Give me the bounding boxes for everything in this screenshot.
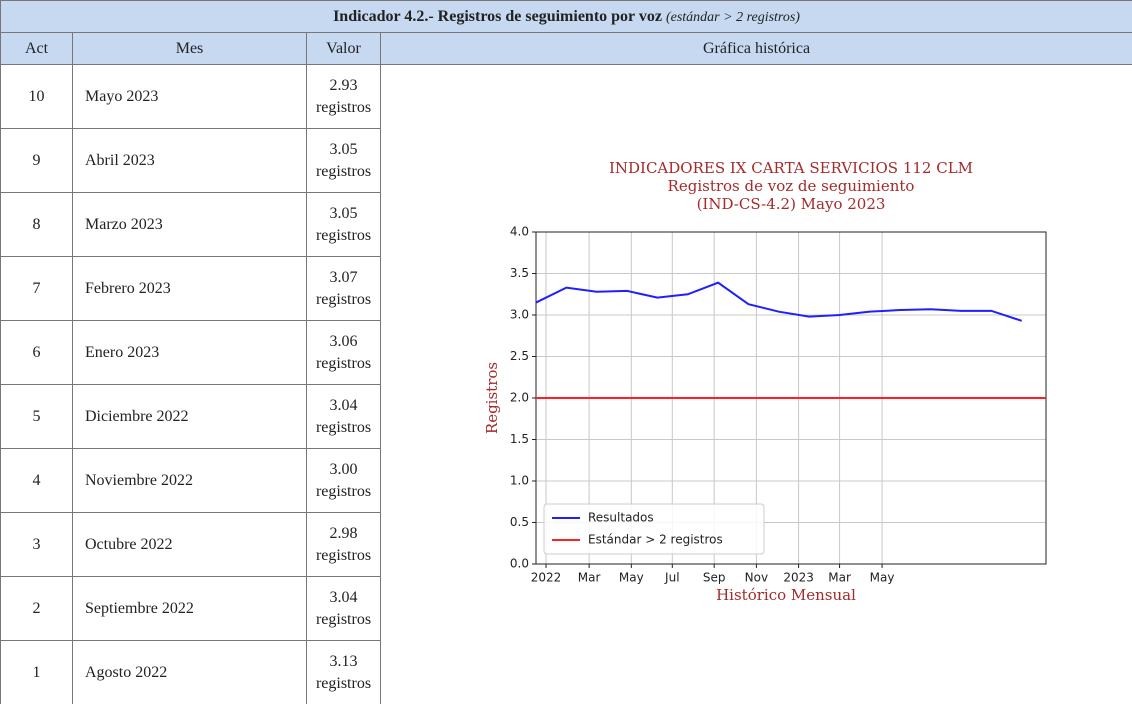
month-cell: Octubre 2022 [72,512,307,577]
value-text: 3.13 registros [315,652,372,692]
act-cell: 1 [0,640,73,704]
value-cell: 3.05 registros [306,192,381,257]
x-tick-label: May [619,571,644,585]
act-cell: 2 [0,576,73,641]
x-tick-label: Mar [828,571,851,585]
act-cell: 5 [0,384,73,449]
value-text: 2.98 registros [315,524,372,564]
x-axis-label: Histórico Mensual [716,586,856,604]
y-tick-label: 4.0 [510,225,529,239]
x-tick-label: Nov [745,571,768,585]
table-row: 6 Enero 2023 3.06 registros [0,320,1132,385]
month-cell: Diciembre 2022 [72,384,307,449]
month-cell: Noviembre 2022 [72,448,307,513]
column-header: Gráfica histórica [379,32,1132,65]
table-title: Indicador 4.2.- Registros de seguimiento… [333,7,662,25]
value-text: 3.07 registros [315,268,372,308]
y-tick-label: 0.0 [510,557,529,571]
y-tick-label: 3.0 [510,308,529,322]
data-line [535,281,1023,322]
month-cell: Febrero 2023 [72,256,307,321]
chart-title: Registros de voz de seguimiento [668,177,915,195]
act-cell: 4 [0,448,73,513]
chart-title: INDICADORES IX CARTA SERVICIOS 112 CLM [609,159,973,177]
y-axis-label: Registros [483,362,501,434]
value-cell: 3.04 registros [306,576,381,641]
y-tick-label: 1.5 [510,432,529,446]
value-text: 3.04 registros [315,588,372,628]
column-header: Mes [72,32,307,65]
value-text: 2.93 registros [315,76,372,116]
table-row: 2 Septiembre 2022 3.04 registros [0,576,1132,641]
header-row: Act Mes Valor Gráfica histórica [0,32,1132,65]
month-cell: Agosto 2022 [72,640,307,704]
table-row: 3 Octubre 2022 2.98 registros [0,512,1132,577]
chart-cell: INDICADORES IX CARTA SERVICIOS 112 CLM Re… [379,64,1132,704]
x-tick-label: 2022 [531,571,562,585]
value-cell: 3.04 registros [306,384,381,449]
month-cell: Mayo 2023 [72,64,307,129]
table-row: 5 Diciembre 2022 3.04 registros [0,384,1132,449]
chart-title: (IND-CS-4.2) Mayo 2023 [697,195,886,213]
table-row: 1 Agosto 2022 3.13 registros [0,640,1132,704]
column-header: Valor [306,32,381,65]
x-tick-label: 2023 [783,571,814,585]
value-cell: 3.07 registros [306,256,381,321]
table-subtitle: (estándar > 2 registros) [665,9,800,25]
value-cell: 3.05 registros [306,128,381,193]
value-cell: 3.00 registros [306,448,381,513]
title-cell: Indicador 4.2.- Registros de seguimiento… [0,0,1132,33]
x-tick-label: Jul [664,571,679,585]
value-cell: 3.13 registros [306,640,381,704]
legend-label: Estándar > 2 registros [588,533,723,547]
x-tick-label: Mar [578,571,601,585]
act-cell: 8 [0,192,73,257]
legend-box [543,503,765,555]
value-text: 3.00 registros [315,460,372,500]
month-cell: Abril 2023 [72,128,307,193]
act-cell: 3 [0,512,73,577]
chart: INDICADORES IX CARTA SERVICIOS 112 CLMRe… [483,159,1047,604]
act-cell: 6 [0,320,73,385]
legend-label: Resultados [588,511,654,525]
y-tick-label: 2.0 [510,391,529,405]
table-row: 10 Mayo 2023 2.93 registros INDICADORES IX … [0,64,1132,704]
y-tick-label: 3.5 [510,266,529,280]
value-cell: 2.98 registros [306,512,381,577]
y-tick-label: 2.5 [510,349,529,363]
table-row: 8 Marzo 2023 3.05 registros [0,192,1132,257]
y-tick-label: 0.5 [510,515,529,529]
column-header: Act [0,32,73,65]
value-cell: 3.06 registros [306,320,381,385]
value-text: 3.05 registros [315,204,372,244]
value-cell: 2.93 registros [306,64,381,129]
month-cell: Marzo 2023 [72,192,307,257]
value-text: 3.04 registros [315,396,372,436]
month-cell: Septiembre 2022 [72,576,307,641]
value-text: 3.05 registros [315,140,372,180]
x-tick-label: Sep [703,571,726,585]
title-row: Indicador 4.2.- Registros de seguimiento… [0,0,1132,33]
y-tick-label: 1.0 [510,474,529,488]
act-cell: 7 [0,256,73,321]
table-body: 10 Mayo 2023 2.93 registros INDICADORES IX … [0,64,1132,704]
x-tick-label: May [870,571,895,585]
month-cell: Enero 2023 [72,320,307,385]
value-text: 3.06 registros [315,332,372,372]
act-cell: 9 [0,128,73,193]
act-cell: 10 [0,64,73,129]
